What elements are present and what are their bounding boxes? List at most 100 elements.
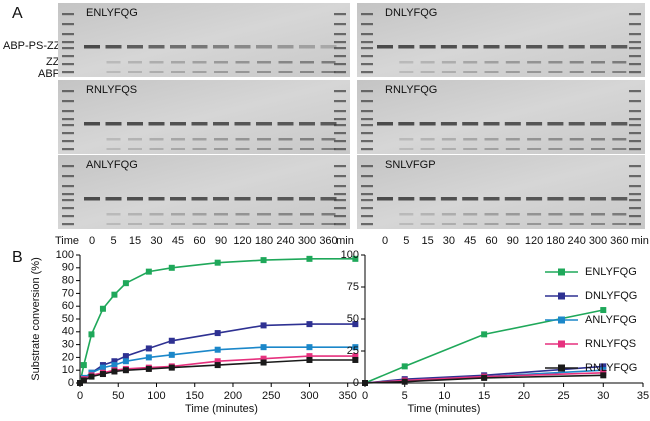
gel-band <box>300 148 314 150</box>
y-tick-label: 50 <box>62 313 74 325</box>
gel-band <box>257 61 271 64</box>
gel-band <box>234 45 251 49</box>
gel-band <box>569 138 584 141</box>
x-tick-label: 35 <box>637 390 649 402</box>
x-tick-label: 25 <box>557 390 569 402</box>
data-point <box>306 353 313 360</box>
gel-band <box>299 122 315 126</box>
ladder-band <box>334 63 346 66</box>
ladder-band <box>334 13 346 16</box>
gel-band <box>505 148 520 150</box>
data-point <box>600 372 607 379</box>
data-point <box>80 377 87 384</box>
ladder-band <box>361 165 373 168</box>
gel-band <box>278 71 293 73</box>
gel-band <box>483 197 500 201</box>
band-label: ABP <box>38 68 60 80</box>
gel-image <box>58 80 350 154</box>
ladder-band <box>334 41 346 44</box>
gel-band <box>547 197 564 201</box>
gel-band <box>463 148 478 150</box>
gel-band <box>320 197 337 201</box>
gel-band <box>547 122 564 126</box>
gel-band <box>399 213 414 216</box>
data-point <box>352 255 359 262</box>
gel-band <box>127 197 143 201</box>
time-value: 45 <box>464 235 476 247</box>
gel-band <box>399 71 414 73</box>
time-value: 60 <box>485 235 497 247</box>
ladder-band <box>62 100 74 103</box>
ladder-band <box>62 165 74 168</box>
data-point <box>111 291 118 298</box>
data-point <box>88 373 95 380</box>
time-unit: min <box>631 235 649 247</box>
gel-band <box>484 138 499 141</box>
x-tick-label: 0 <box>77 390 83 402</box>
ladder-band <box>361 71 373 74</box>
data-point <box>260 257 267 264</box>
ladder-band <box>629 41 641 44</box>
data-point <box>600 363 607 370</box>
ladder-band <box>334 148 346 151</box>
gel-band <box>171 61 185 64</box>
ladder-band <box>629 124 641 127</box>
time-value: 240 <box>568 235 586 247</box>
time-value: 180 <box>255 235 273 247</box>
gel-band <box>419 45 436 49</box>
data-point <box>145 345 152 352</box>
gel-band <box>505 223 520 225</box>
gel-band <box>527 71 542 73</box>
gel-band <box>527 213 542 216</box>
x-tick-label: 20 <box>518 390 530 402</box>
gel-band <box>420 61 435 64</box>
gel-band <box>590 197 606 201</box>
gel-band <box>149 223 164 225</box>
gel-band <box>278 148 293 150</box>
ladder-band <box>361 110 373 113</box>
ladder-band <box>62 23 74 26</box>
legend-marker <box>558 340 565 348</box>
ladder-band <box>62 33 74 36</box>
gel-band <box>463 71 478 73</box>
ladder-band <box>334 132 346 135</box>
gel-band <box>191 122 208 126</box>
legend-label: DNLYFQG <box>585 290 637 302</box>
ladder-band <box>334 140 346 143</box>
gel-band <box>527 138 542 141</box>
ladder-band <box>62 215 74 218</box>
time-value: 360 <box>610 235 628 247</box>
gel-band <box>462 197 479 201</box>
gel-band <box>106 138 121 141</box>
data-point <box>88 331 95 338</box>
ladder-band <box>334 185 346 188</box>
gel-band <box>300 61 314 64</box>
ladder-band <box>334 193 346 196</box>
gel-label: ANLYFQG <box>86 159 138 171</box>
time-value: 300 <box>298 235 316 247</box>
gel-band <box>527 148 542 150</box>
data-point <box>122 358 129 365</box>
gel-band <box>257 138 271 141</box>
data-point <box>600 307 607 314</box>
y-tick-label: 40 <box>62 326 74 338</box>
gel-band <box>483 45 500 49</box>
ladder-band <box>62 63 74 66</box>
data-point <box>99 305 106 312</box>
gel-band <box>590 122 606 126</box>
gel-band <box>149 61 164 64</box>
data-point <box>362 380 368 386</box>
x-tick-label: 10 <box>438 390 450 402</box>
time-value: 0 <box>89 235 95 247</box>
gel-band <box>484 223 499 225</box>
series-line <box>364 374 604 384</box>
ladder-band <box>629 100 641 103</box>
x-tick-label: 50 <box>112 390 124 402</box>
gel-band <box>213 122 229 126</box>
ladder-band <box>62 148 74 151</box>
ladder-band <box>361 223 373 226</box>
gel-band <box>278 213 293 216</box>
ladder-band <box>629 33 641 36</box>
gel-band <box>568 45 585 49</box>
